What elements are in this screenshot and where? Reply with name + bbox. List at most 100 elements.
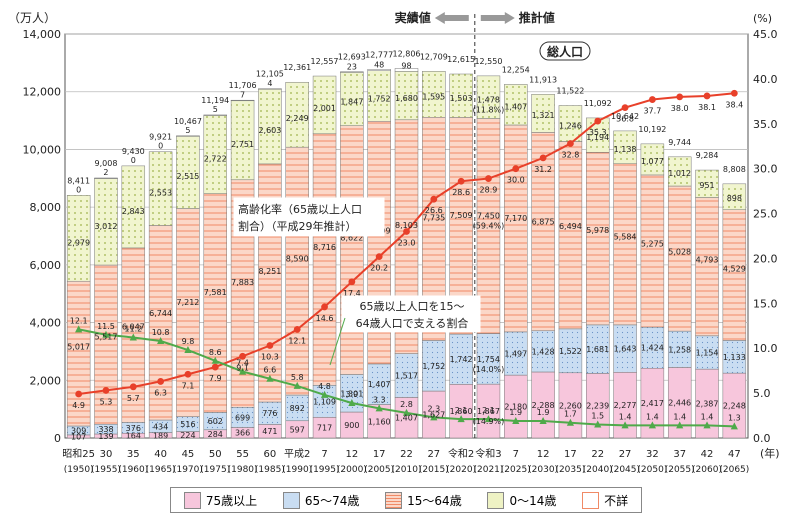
total-label: 11,522 bbox=[556, 87, 584, 96]
label-15-64: 8,590 bbox=[286, 255, 309, 264]
label-75-plus: 2,446 bbox=[668, 399, 691, 408]
aging-rate-point bbox=[567, 140, 574, 147]
label-65-74: 1,424 bbox=[641, 344, 664, 353]
bar-0-14 bbox=[148, 151, 173, 226]
label-0-14: 1,138 bbox=[614, 145, 637, 154]
total-label: 12,361 bbox=[283, 63, 311, 72]
aging-rate-point bbox=[129, 383, 137, 391]
x-tick-year: (1990) bbox=[282, 465, 312, 475]
x-tick-year: (1985) bbox=[255, 465, 285, 475]
x-tick-era: 47 bbox=[728, 449, 741, 460]
label-unknown: 5 bbox=[213, 105, 218, 114]
bar-0-14 bbox=[449, 73, 473, 118]
label-15-64: 7,735 bbox=[422, 214, 445, 223]
aging-rate-label: 9.1 bbox=[236, 363, 249, 372]
label-75-plus: 366 bbox=[235, 429, 250, 438]
aging-rate-label: 37.7 bbox=[643, 107, 661, 116]
label-15-64: 4,793 bbox=[696, 256, 719, 265]
bar-0-14 bbox=[695, 169, 719, 198]
support-ratio-label: 10.8 bbox=[152, 328, 170, 337]
legend-label-15: 15〜64歳 bbox=[407, 493, 462, 508]
label-65-74: 338 bbox=[98, 425, 113, 434]
y-right-tick: 30.0 bbox=[753, 163, 778, 176]
total-label: 12,105 bbox=[256, 70, 284, 79]
label-65-74: 309 bbox=[71, 426, 86, 435]
total-label: 10,467 bbox=[174, 117, 202, 126]
y-left-tick: 0 bbox=[54, 432, 61, 445]
x-tick-era: 17 bbox=[373, 449, 386, 460]
label-15-64: 8,716 bbox=[313, 243, 336, 252]
aging-rate-label: 23.0 bbox=[398, 239, 416, 248]
x-tick-year: (1980) bbox=[228, 465, 258, 475]
total-label: 8,411 bbox=[67, 176, 90, 185]
actual-label: 実績値 bbox=[395, 10, 431, 25]
y-left-tick: 14,000 bbox=[23, 28, 62, 41]
label-75-plus: 1,867 bbox=[477, 407, 500, 416]
x-tick-era: 27 bbox=[427, 449, 440, 460]
total-pop-label: 総人口 bbox=[547, 44, 583, 59]
label-0-14: 951 bbox=[699, 181, 714, 190]
x-tick-year: (1950) bbox=[64, 465, 94, 475]
aging-callout-line1: 高齢化率（65歳以上人口 bbox=[238, 202, 362, 216]
bar-unknown bbox=[340, 71, 364, 73]
label-unknown: 0 bbox=[158, 142, 163, 151]
label-0-14: 1,194 bbox=[586, 133, 609, 142]
support-ratio-point bbox=[102, 330, 110, 338]
aging-callout-line2: 割合）（平成29年推計） bbox=[238, 219, 357, 233]
bar-unknown bbox=[230, 99, 255, 102]
x-tick-era: 50 bbox=[209, 449, 222, 460]
total-label: 9,921 bbox=[149, 133, 172, 142]
bar-0-14 bbox=[667, 156, 692, 187]
x-tick-era: 令和3 bbox=[475, 447, 501, 460]
total-label: 12,777 bbox=[365, 50, 393, 59]
aging-rate-point bbox=[512, 165, 520, 173]
label-15-64: 5,517 bbox=[95, 333, 118, 342]
label-15-64: 6,744 bbox=[149, 309, 172, 318]
label-65-74: 1,752 bbox=[422, 362, 445, 371]
support-ratio-label: 1.9 bbox=[537, 408, 550, 417]
support-ratio-point bbox=[184, 346, 192, 354]
support-ratio-label: 3.9 bbox=[345, 390, 358, 399]
label-unknown: 7 bbox=[240, 90, 245, 99]
x-tick-year: (2040) bbox=[583, 465, 613, 475]
x-tick-year: (2045) bbox=[610, 465, 640, 475]
label-65-74: 1,742 bbox=[450, 355, 473, 364]
label-15-64: 5,978 bbox=[586, 226, 609, 235]
y-right-tick: 45.0 bbox=[753, 28, 778, 41]
bar-0-14 bbox=[613, 130, 637, 164]
bar-0-14 bbox=[312, 75, 337, 135]
support-ratio-label: 2.1 bbox=[482, 406, 495, 415]
bar-0-14 bbox=[504, 84, 528, 126]
support-ratio-label: 8.6 bbox=[209, 348, 222, 357]
x-tick-era: 22 bbox=[400, 449, 413, 460]
label-unknown: 0 bbox=[76, 185, 81, 194]
label-0-14: 1,680 bbox=[395, 94, 418, 103]
support-ratio-label: 11.5 bbox=[97, 322, 115, 331]
x-tick-era: 32 bbox=[646, 449, 659, 460]
label-unknown: 0 bbox=[131, 156, 136, 165]
x-tick-era: 令和2 bbox=[448, 447, 474, 460]
support-ratio-point bbox=[375, 404, 383, 412]
label-15-64: 5,028 bbox=[668, 247, 691, 256]
aging-rate-label: 14.6 bbox=[316, 314, 334, 323]
label-75-plus: 1,160 bbox=[368, 417, 391, 426]
x-tick-era: 42 bbox=[701, 449, 714, 460]
total-label: 11,194 bbox=[201, 96, 229, 105]
label-65-74: 776 bbox=[262, 409, 277, 418]
y-right-tick: 40.0 bbox=[753, 73, 778, 86]
bar-0-14 bbox=[640, 143, 665, 176]
aging-rate-point bbox=[75, 390, 83, 398]
total-label: 12,557 bbox=[311, 57, 339, 66]
total-label: 12,806 bbox=[393, 49, 421, 58]
aging-rate-label: 7.1 bbox=[182, 381, 195, 390]
total-label: 10,192 bbox=[638, 125, 666, 134]
x-tick-era: 27 bbox=[619, 449, 632, 460]
label-0-14: 1,246 bbox=[559, 121, 582, 130]
support-ratio-label: 1.3 bbox=[728, 413, 741, 422]
aging-rate-label: 38.4 bbox=[725, 100, 743, 109]
label-75-plus: 1,860 bbox=[450, 407, 473, 416]
label-75-plus: 189 bbox=[153, 431, 168, 440]
label-75-plus: 2,239 bbox=[586, 402, 609, 411]
label-75-plus: 224 bbox=[180, 431, 195, 440]
y-left-tick: 2,000 bbox=[30, 374, 62, 387]
